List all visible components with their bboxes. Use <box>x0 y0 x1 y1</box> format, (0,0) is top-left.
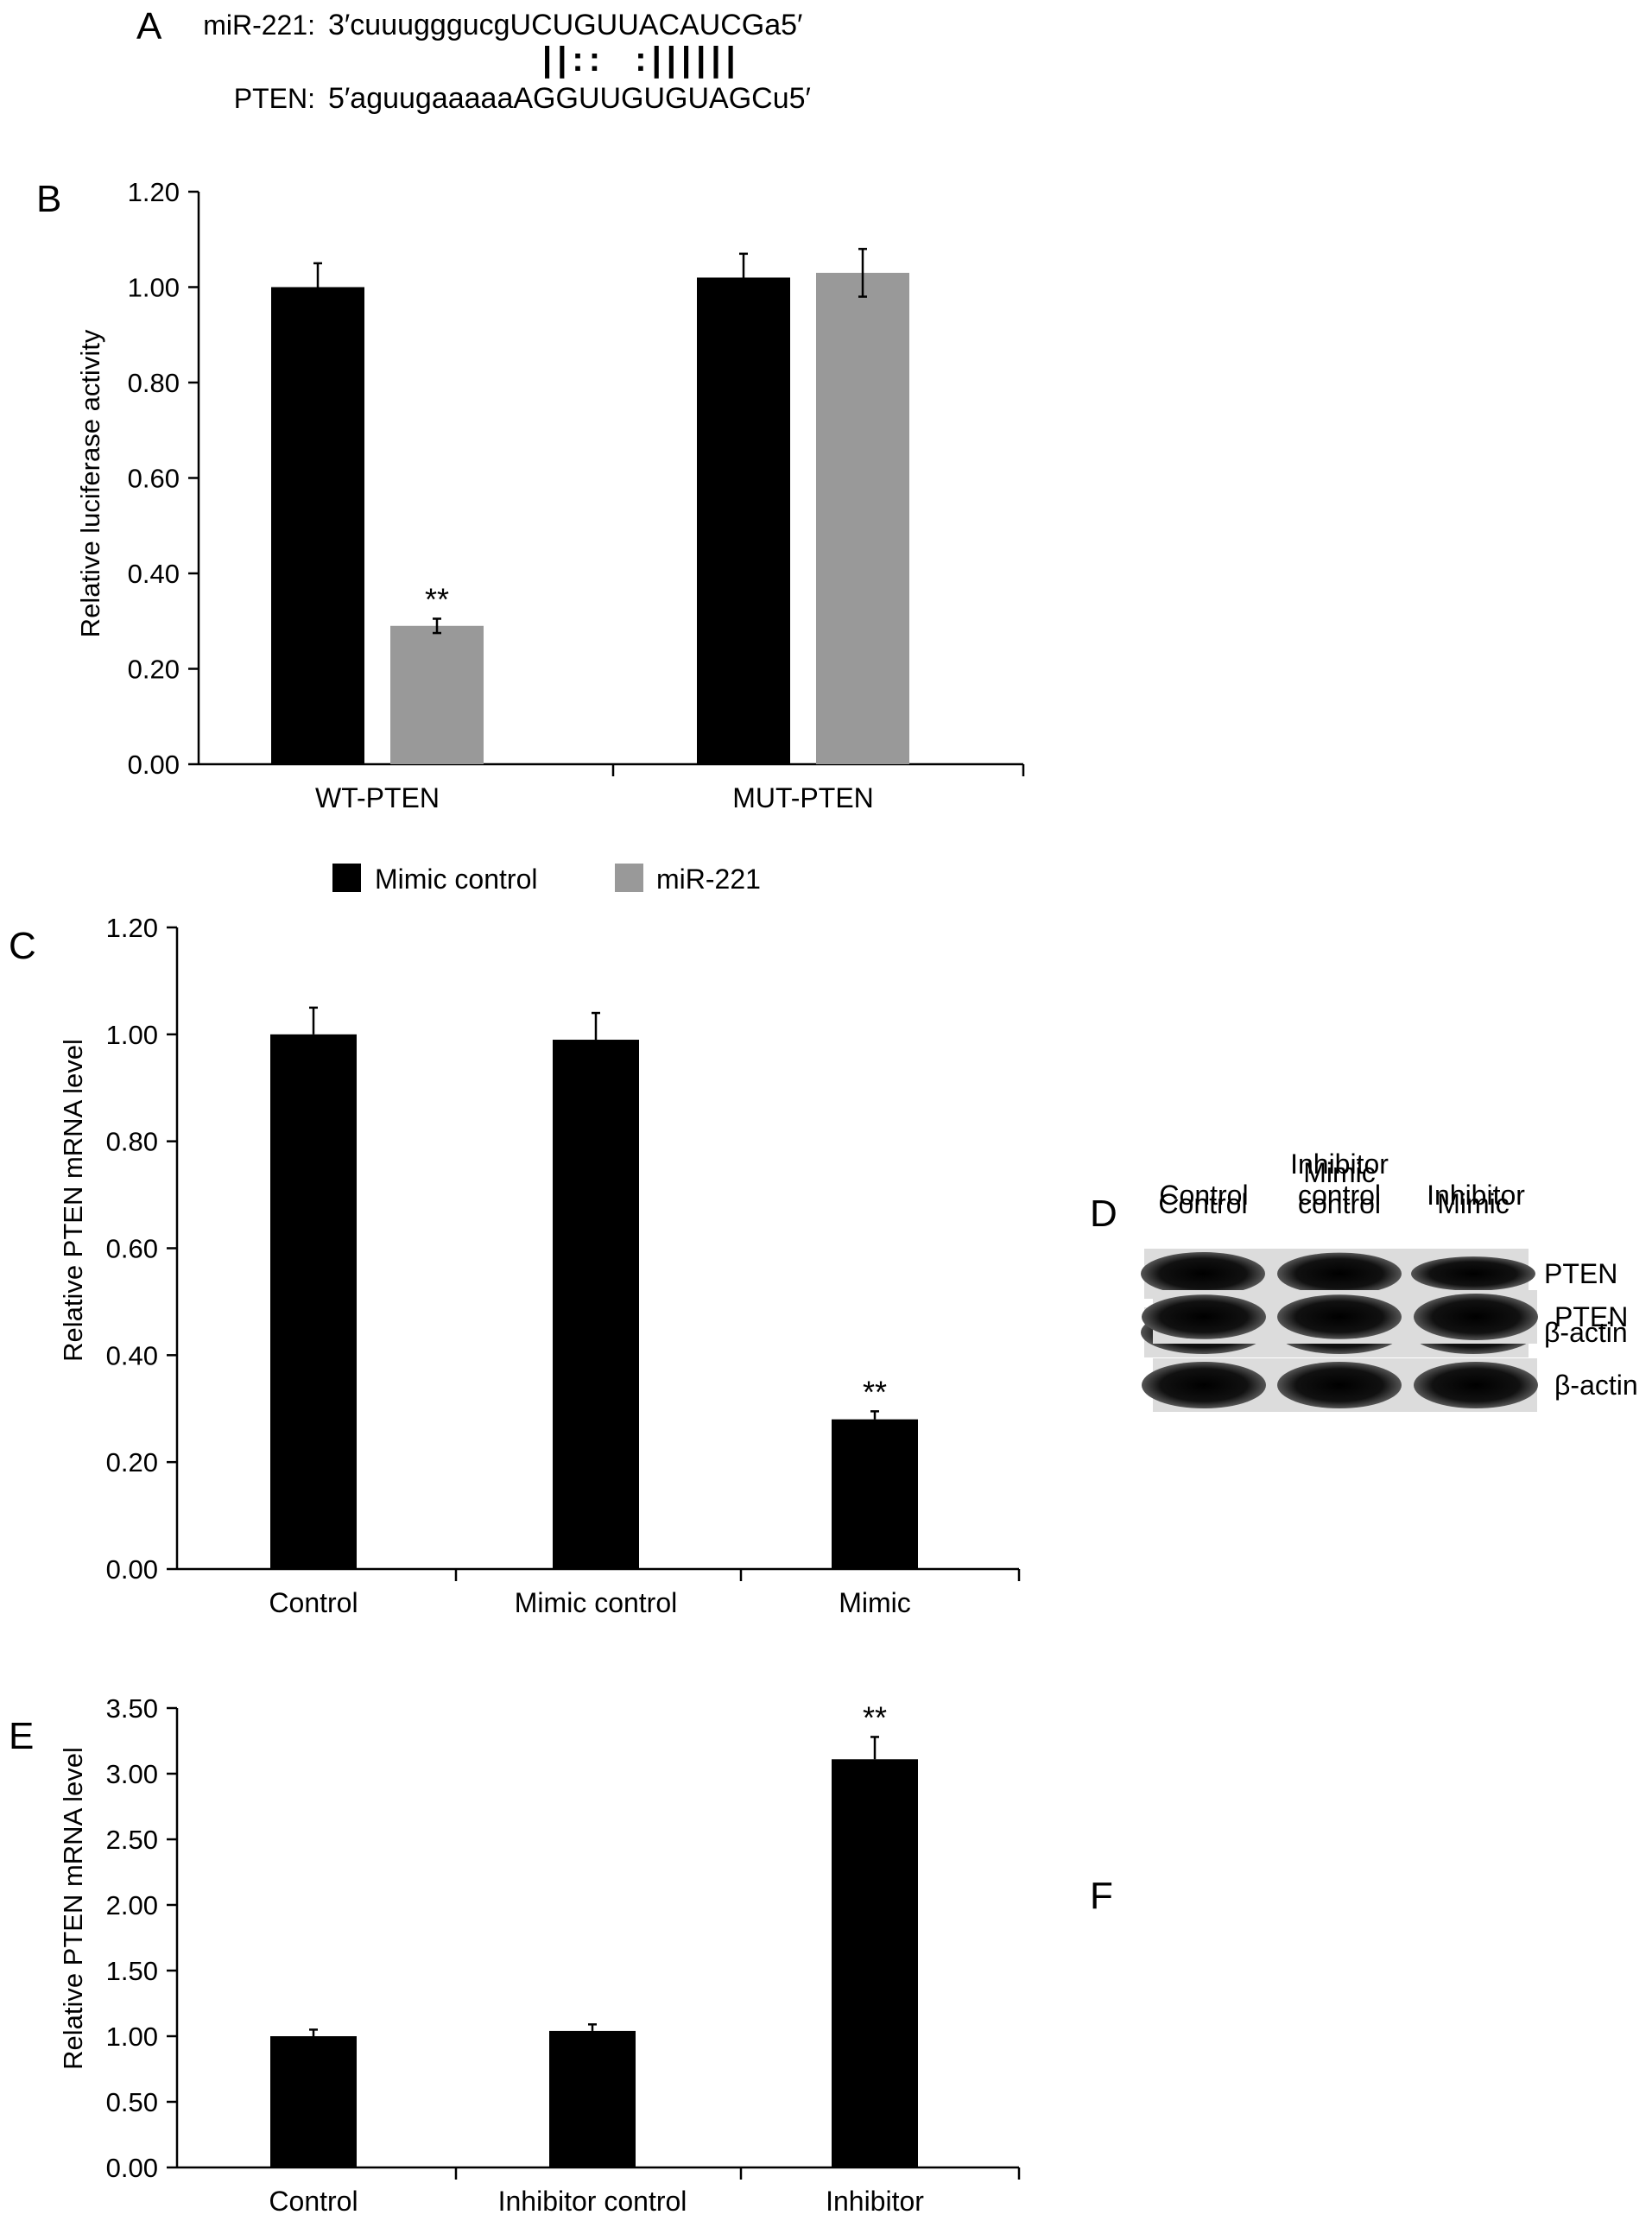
chart-c-bar <box>832 1419 918 1569</box>
chart-e-ytick-label: 2.50 <box>106 1825 158 1855</box>
panel-f-letter: F <box>1090 1875 1113 1917</box>
chart-c-plot: 0.00 0.20 0.40 0.60 0.80 1.00 1.20 ** Control Mim… <box>106 913 1021 1618</box>
pten-sequence: 5′aguugaaaaaAGGUUGUGUAGCu5′ <box>328 82 811 115</box>
chart-e-bar <box>270 2036 357 2167</box>
chart-e-bar <box>549 2030 636 2167</box>
chart-c-category-label: Mimic control <box>515 1587 677 1618</box>
blot-lane-label: Mimic <box>1437 1188 1510 1219</box>
blot-row-label: β-actin <box>1544 1317 1628 1348</box>
chart-c: C Relative PTEN mRNA level 0.000.200.400… <box>9 913 1021 1618</box>
legend-label-mir-221: miR-221 <box>656 864 761 895</box>
blot-row-label: PTEN <box>1544 1258 1617 1289</box>
chart-e-plot: 0.00 0.50 1.00 1.50 2.00 2.50 3.00 3.50 ** Contro… <box>106 1693 1021 2217</box>
blot-band <box>1141 1252 1265 1295</box>
chart-c-category-label: Control <box>269 1587 358 1618</box>
chart-e-ytick-label: 3.00 <box>106 1759 158 1789</box>
blot-band <box>1277 1252 1402 1295</box>
chart-e-significance-mark: ** <box>863 1699 887 1735</box>
chart-b-category-label: WT-PTEN <box>315 782 440 813</box>
chart-b-category-label: MUT-PTEN <box>732 782 874 813</box>
chart-c-ylabel: Relative PTEN mRNA level <box>58 1039 88 1362</box>
chart-e-bar <box>832 1759 918 2167</box>
chart-c-bar <box>270 1034 357 1569</box>
blot-lane-label: Control <box>1159 1180 1248 1211</box>
chart-b-bar <box>697 277 790 764</box>
chart-b-bar <box>816 272 909 764</box>
chart-b-plot: 0.00 0.20 0.40 0.60 0.80 1.00 1.20 ** WT-PTEN MUT… <box>128 177 1025 813</box>
blot-lane-label: Mimic <box>1303 1157 1376 1188</box>
chart-c-bar <box>553 1040 639 1569</box>
panel-c-letter: C <box>9 925 36 967</box>
chart-c-ytick-label: 0.80 <box>106 1127 158 1157</box>
chart-e-ytick-label: 0.50 <box>106 2087 158 2117</box>
chart-c-category-label: Mimic <box>839 1587 911 1618</box>
legend-label-mimic-control: Mimic control <box>375 864 537 895</box>
chart-c-ytick-label: 1.00 <box>106 1020 158 1050</box>
panel-d-letter: D <box>1090 1193 1117 1235</box>
chart-e-ytick-label: 1.00 <box>106 2022 158 2052</box>
chart-e-ytick-label: 1.50 <box>106 1956 158 1986</box>
chart-e-ylabel: Relative PTEN mRNA level <box>58 1747 88 2070</box>
panel-e-letter: E <box>9 1715 34 1757</box>
chart-c-ytick-label: 0.00 <box>106 1554 158 1585</box>
chart-c-significance-mark: ** <box>863 1374 887 1409</box>
mir-sequence: 3′cuuugggucgUCUGUUACAUCGa5′ <box>328 9 802 41</box>
blot-band <box>1142 1294 1266 1339</box>
blot-band <box>1277 1362 1402 1408</box>
chart-c-ytick-label: 0.40 <box>106 1340 158 1370</box>
blot-band <box>1414 1294 1538 1340</box>
chart-e-category-label: Inhibitor <box>826 2186 924 2217</box>
blot-band <box>1414 1362 1538 1408</box>
chart-b-ytick-label: 0.80 <box>128 368 180 398</box>
chart-c-ytick-label: 1.20 <box>106 913 158 943</box>
blot-lane-label: control <box>1298 1180 1381 1211</box>
chart-e-ytick-label: 0.00 <box>106 2153 158 2183</box>
blot-lane-label: Inhibitor <box>1427 1180 1525 1211</box>
blot-band <box>1277 1294 1402 1339</box>
panel-a-letter: A <box>136 5 162 47</box>
chart-e-category-label: Control <box>269 2186 358 2217</box>
pairing-lines: ||:: :|||||| <box>542 41 741 79</box>
chart-b-ytick-label: 0.40 <box>128 559 180 589</box>
blot-band <box>1411 1256 1535 1291</box>
chart-b-bar <box>271 287 364 764</box>
chart-b-ytick-label: 1.00 <box>128 273 180 303</box>
pten-label: PTEN: <box>234 83 315 114</box>
chart-c-ytick-label: 0.20 <box>106 1447 158 1478</box>
panel-a: A miR-221: 3′cuuugggucgUCUGUUACAUCGa5′ |… <box>136 5 811 115</box>
chart-b-ylabel: Relative luciferase activity <box>75 329 105 637</box>
chart-b-legend: Mimic control miR-221 <box>332 864 761 895</box>
chart-e: E Relative PTEN mRNA level 0.00 0.50 1.00 1… <box>9 1693 1021 2217</box>
blot-lane-label: Inhibitor <box>1290 1148 1389 1180</box>
legend-swatch-mir-221 <box>615 864 643 892</box>
chart-b-ytick-label: 1.20 <box>128 177 180 207</box>
chart-b-ytick-label: 0.00 <box>128 750 180 780</box>
blot-row-label: β-actin <box>1554 1370 1638 1401</box>
mir-label: miR-221: <box>203 9 315 41</box>
blot-row-label: PTEN <box>1554 1301 1628 1332</box>
chart-b-ytick-label: 0.20 <box>128 655 180 685</box>
blot-band <box>1142 1362 1266 1408</box>
legend-swatch-mimic-control <box>332 864 361 892</box>
chart-e-ytick-label: 2.00 <box>106 1890 158 1920</box>
panel-b-letter: B <box>36 178 61 220</box>
chart-b: B Relative luciferase activity 0.000.200… <box>36 177 1025 895</box>
chart-c-ytick-label: 0.60 <box>106 1234 158 1264</box>
chart-b-bar <box>390 625 484 764</box>
blot-lane-label: control <box>1298 1188 1381 1219</box>
blot-lane-label: Control <box>1158 1188 1247 1219</box>
chart-b-significance-mark: ** <box>425 581 449 617</box>
chart-e-ytick-label: 3.50 <box>106 1693 158 1724</box>
chart-b-ytick-label: 0.60 <box>128 464 180 494</box>
chart-e-category-label: Inhibitor control <box>498 2186 687 2217</box>
